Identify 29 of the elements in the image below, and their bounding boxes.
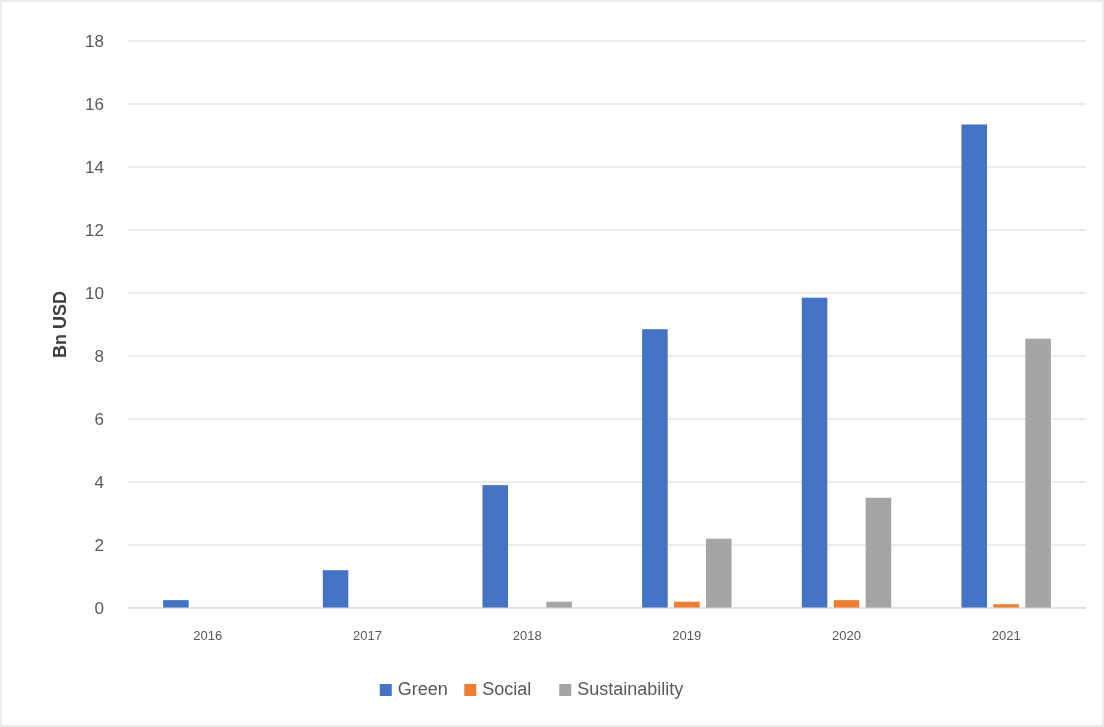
- y-axis-title: Bn USD: [50, 291, 70, 358]
- x-tick-label: 2020: [832, 628, 861, 643]
- y-tick-label: 2: [94, 535, 104, 555]
- y-tick-label: 18: [85, 31, 104, 51]
- bar: [865, 497, 892, 608]
- x-tick-label: 2016: [193, 628, 223, 643]
- y-tick-label: 10: [85, 283, 104, 303]
- bar: [1025, 338, 1051, 608]
- y-tick-label: 14: [85, 157, 104, 177]
- legend-label: Social: [482, 679, 532, 699]
- bar: [163, 600, 189, 608]
- x-tick-label: 2019: [672, 628, 702, 643]
- bar: [801, 297, 828, 608]
- bar: [482, 485, 509, 608]
- y-tick-label: 6: [94, 409, 104, 429]
- bar: [961, 124, 988, 608]
- bar: [322, 570, 349, 608]
- y-tick-label: 12: [85, 220, 104, 240]
- y-tick-label: 0: [94, 598, 104, 618]
- x-tick-label: 2021: [991, 628, 1021, 643]
- x-tick-label: 2018: [512, 628, 542, 643]
- bar: [705, 538, 732, 608]
- legend-label: Green: [397, 679, 448, 699]
- x-tick-label: 2017: [353, 628, 382, 643]
- y-tick-label: 16: [85, 94, 104, 114]
- y-tick-label: 8: [94, 346, 104, 366]
- legend-label: Sustainability: [577, 679, 684, 699]
- y-tick-label: 4: [94, 472, 104, 492]
- bar: [642, 329, 668, 608]
